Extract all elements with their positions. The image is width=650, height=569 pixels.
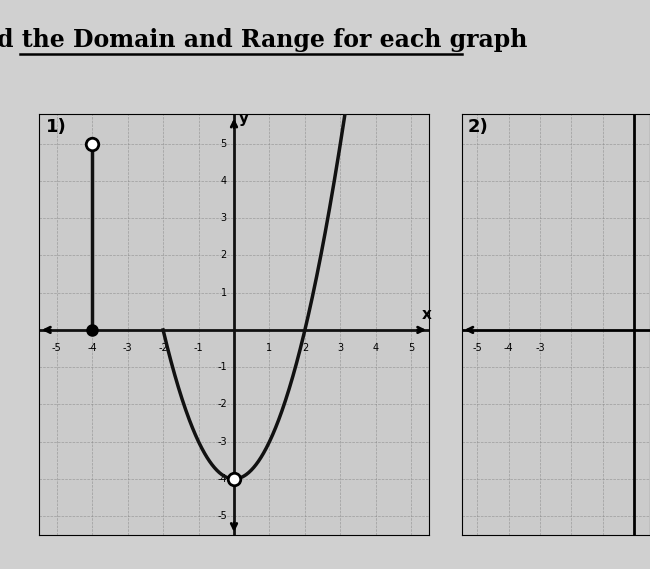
Text: -4: -4: [87, 343, 97, 353]
Text: 1: 1: [266, 343, 272, 353]
Text: 5: 5: [220, 139, 227, 149]
Text: 4: 4: [221, 176, 227, 186]
Text: -5: -5: [217, 511, 227, 521]
Text: 3: 3: [337, 343, 343, 353]
Text: 5: 5: [408, 343, 415, 353]
Text: 1: 1: [221, 288, 227, 298]
Text: -2: -2: [158, 343, 168, 353]
Text: Find the Domain and Range for each graph: Find the Domain and Range for each graph: [0, 28, 527, 52]
Text: -1: -1: [194, 343, 203, 353]
Text: x: x: [422, 307, 432, 321]
Text: -3: -3: [217, 436, 227, 447]
Text: 2: 2: [220, 250, 227, 261]
Text: 1): 1): [46, 118, 67, 137]
Text: -5: -5: [473, 343, 482, 353]
Text: 3: 3: [221, 213, 227, 223]
Text: -4: -4: [504, 343, 514, 353]
Text: -2: -2: [217, 399, 227, 410]
Text: 2: 2: [302, 343, 308, 353]
Text: -1: -1: [217, 362, 227, 372]
Text: -3: -3: [123, 343, 133, 353]
Text: 2): 2): [468, 118, 489, 137]
Text: y: y: [239, 111, 250, 126]
Text: -3: -3: [535, 343, 545, 353]
Text: -4: -4: [217, 474, 227, 484]
Text: -5: -5: [52, 343, 62, 353]
Text: 4: 4: [372, 343, 379, 353]
